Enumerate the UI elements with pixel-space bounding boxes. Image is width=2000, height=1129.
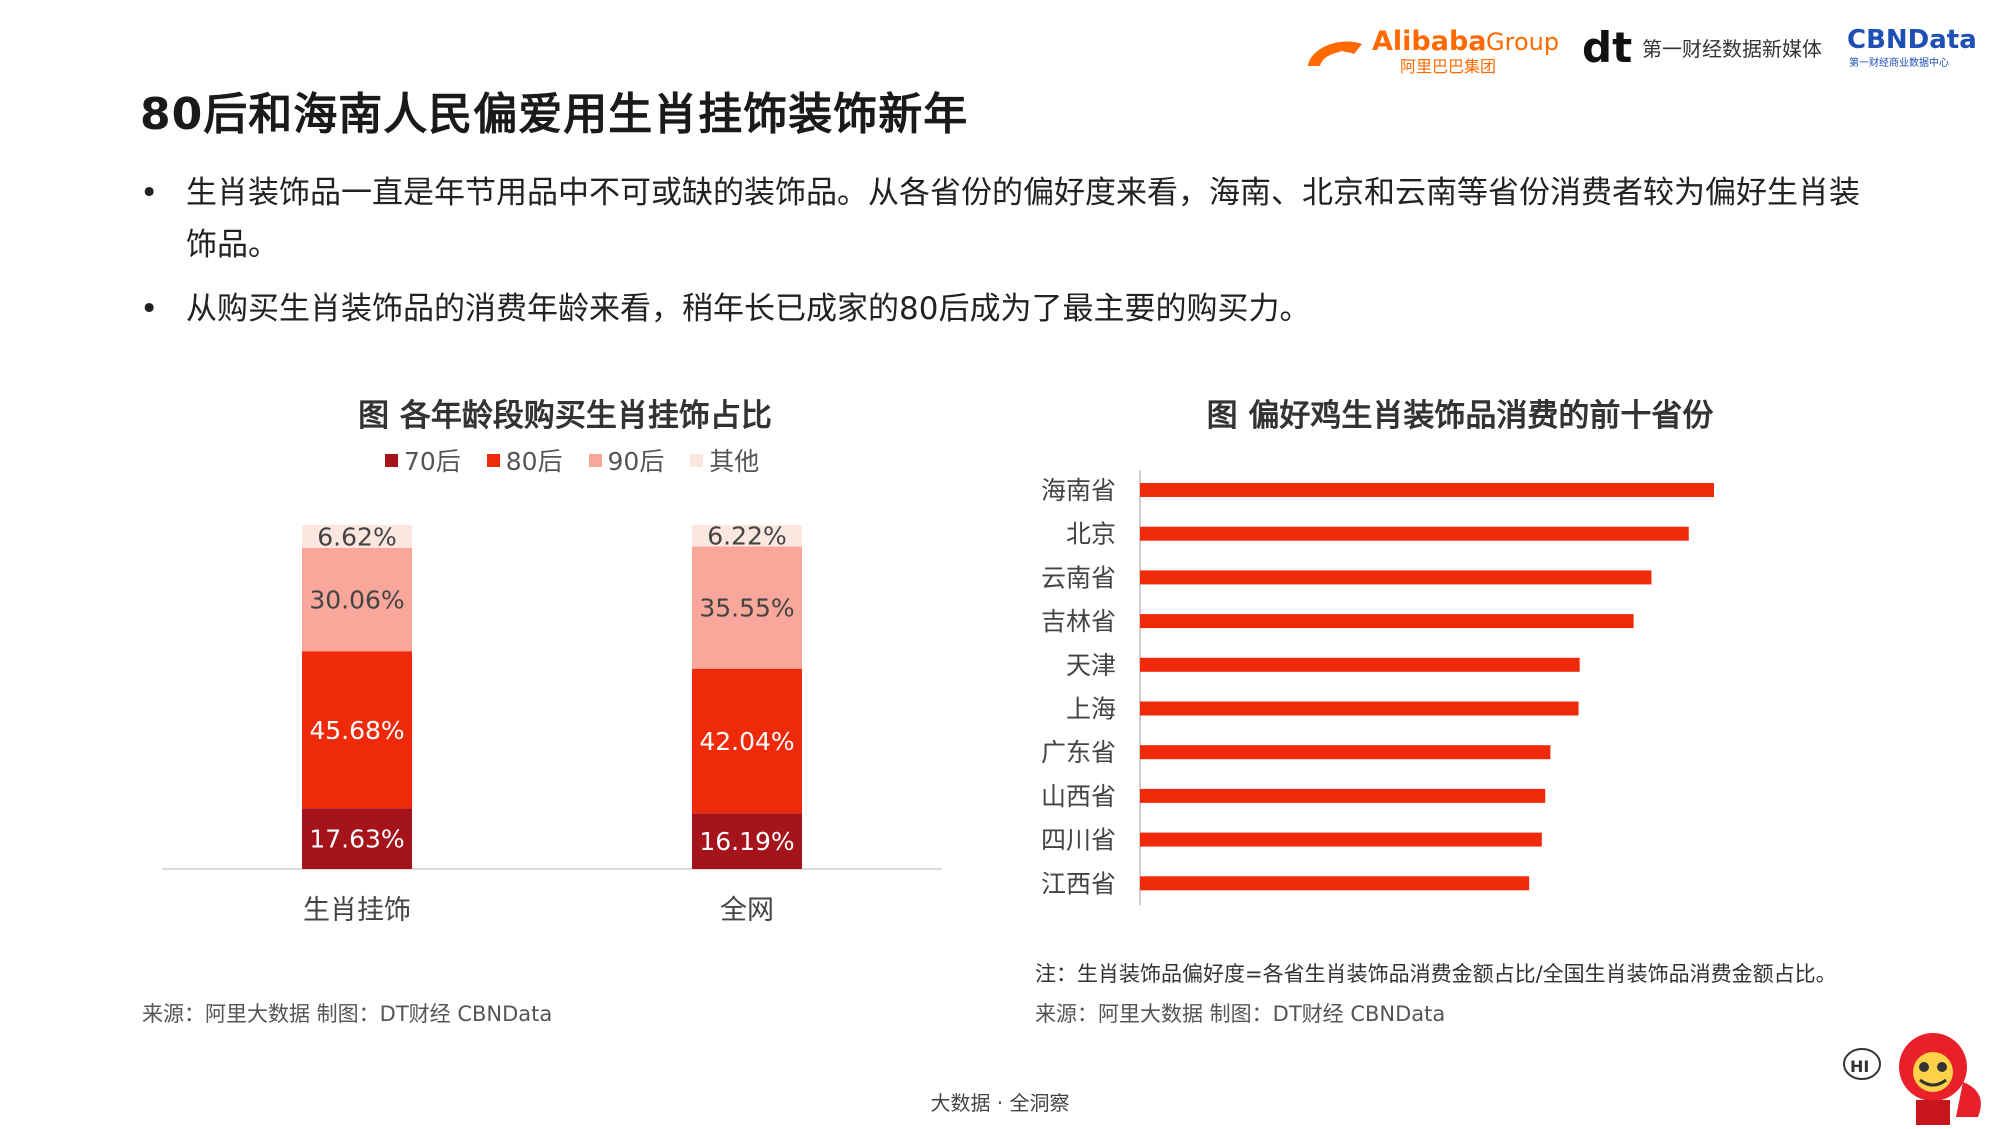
lion-mascot: HI [1838,1022,1998,1125]
cbndata-logo: CBNData 第一财经商业数据中心 [1845,18,1995,76]
y-tick-label: 天津 [1066,651,1116,680]
y-tick-label: 江西省 [1041,869,1116,898]
data-label: 45.68% [309,716,404,745]
legend-label-70: 70后 [404,447,461,476]
stacked-chart-title: 图 各年龄段购买生肖挂饰占比 [358,398,772,434]
mascot-bubble: HI [1850,1057,1869,1076]
bullet-1: • 生肖装饰品一直是年节用品中不可或缺的装饰品。从各省份的偏好度来看，海南、北京… [140,167,1860,271]
data-label: 6.22% [707,522,786,551]
province-bar [1140,483,1714,497]
bar-segment-70后 [302,808,412,869]
alibaba-cn: 阿里巴巴集团 [1400,57,1496,76]
source-right: 来源：阿里大数据 制图：DT财经 CBNData [1035,1002,1446,1026]
alibaba-group: Group [1486,28,1559,56]
province-bar [1140,745,1551,760]
cbn-name: CBNData [1847,25,1977,55]
province-chart-title: 图 偏好鸡生肖装饰品消费的前十省份 [1206,398,1714,434]
dt-mark: dt [1582,23,1632,72]
bar-segment-其他 [302,525,412,548]
legend-label-80: 80后 [505,447,563,476]
legend-swatch-other [690,453,704,467]
bar-segment-90后 [692,546,802,669]
province-bar [1140,657,1580,672]
province-bar [1140,832,1542,847]
bar-segment-其他 [692,525,802,547]
bullet-text-2: 从购买生肖装饰品的消费年龄来看，稍年长已成家的80后成为了最主要的购买力。 [186,291,1311,327]
source-left: 来源：阿里大数据 制图：DT财经 CBNData [142,1002,553,1026]
dt-text: 第一财经数据新媒体 [1642,37,1822,61]
alibaba-name: Alibaba [1372,26,1487,57]
legend-item-90: 90后 [588,442,665,478]
province-bar [1140,876,1530,891]
legend-item-other: 其他 [690,442,759,478]
legend-swatch-80 [486,453,500,467]
y-tick-label: 四川省 [1041,826,1116,855]
lion-dance-icon: HI [1843,1033,1981,1125]
bullet-text-1: 生肖装饰品一直是年节用品中不可或缺的装饰品。从各省份的偏好度来看，海南、北京和云… [186,175,1860,263]
y-tick-label: 海南省 [1041,476,1116,505]
y-tick-label: 云南省 [1041,563,1116,592]
y-tick-label: 山西省 [1041,782,1116,811]
data-label: 42.04% [699,727,794,756]
bar-segment-80后 [302,651,412,809]
footer-tagline: 大数据 · 全洞察 [930,1091,1070,1115]
bar-segment-70后 [692,813,802,869]
bar-segment-90后 [302,547,412,652]
y-tick-label: 广东省 [1041,738,1116,767]
chart-note: 注：生肖装饰品偏好度=各省生肖装饰品消费金额占比/全国生肖装饰品消费金额占比。 [1035,962,1837,986]
data-label: 35.55% [699,594,794,623]
data-label: 6.62% [317,522,396,551]
legend-label-other: 其他 [709,447,760,476]
legend-item-80: 80后 [486,442,563,478]
data-label: 17.63% [309,825,404,854]
page-title: 80后和海南人民偏爱用生肖挂饰装饰新年 [140,89,969,140]
province-bar [1140,701,1579,716]
stacked-bar-chart: 17.63% 45.68% 30.06% 6.62% 生肖挂饰 16.19% 42.04% 3… [162,522,942,926]
alibaba-logo: Alibaba Group 阿里巴巴集团 [1300,18,1565,76]
bar-segment-80后 [692,668,802,814]
legend-swatch-90 [588,453,602,467]
bullet-dot: • [140,175,159,211]
bullet-dot: • [140,291,159,327]
dt-logo: dt 第一财经数据新媒体 [1580,18,1830,76]
y-tick-label: 吉林省 [1041,607,1116,636]
y-tick-label: 上海 [1066,695,1116,724]
alibaba-swoosh-icon: Alibaba Group 阿里巴巴集团 [1308,26,1559,76]
province-bar [1140,570,1652,585]
data-label: 16.19% [699,827,794,856]
y-tick-label: 北京 [1066,520,1116,549]
legend-label-90: 90后 [607,447,665,476]
bullet-2: • 从购买生肖装饰品的消费年龄来看，稍年长已成家的80后成为了最主要的购买力。 [140,283,1860,335]
province-bar [1140,614,1634,629]
cbn-sub: 第一财经商业数据中心 [1849,56,1949,69]
legend-item-70: 70后 [385,442,461,478]
x-tick-label: 生肖挂饰 [303,895,411,926]
province-bar [1140,526,1689,541]
province-bar [1140,788,1546,803]
stacked-chart-legend: 70后 80后 90后 其他 [385,442,777,478]
legend-swatch-70 [385,453,398,467]
x-tick-label: 全网 [720,895,774,926]
data-label: 30.06% [309,586,404,615]
